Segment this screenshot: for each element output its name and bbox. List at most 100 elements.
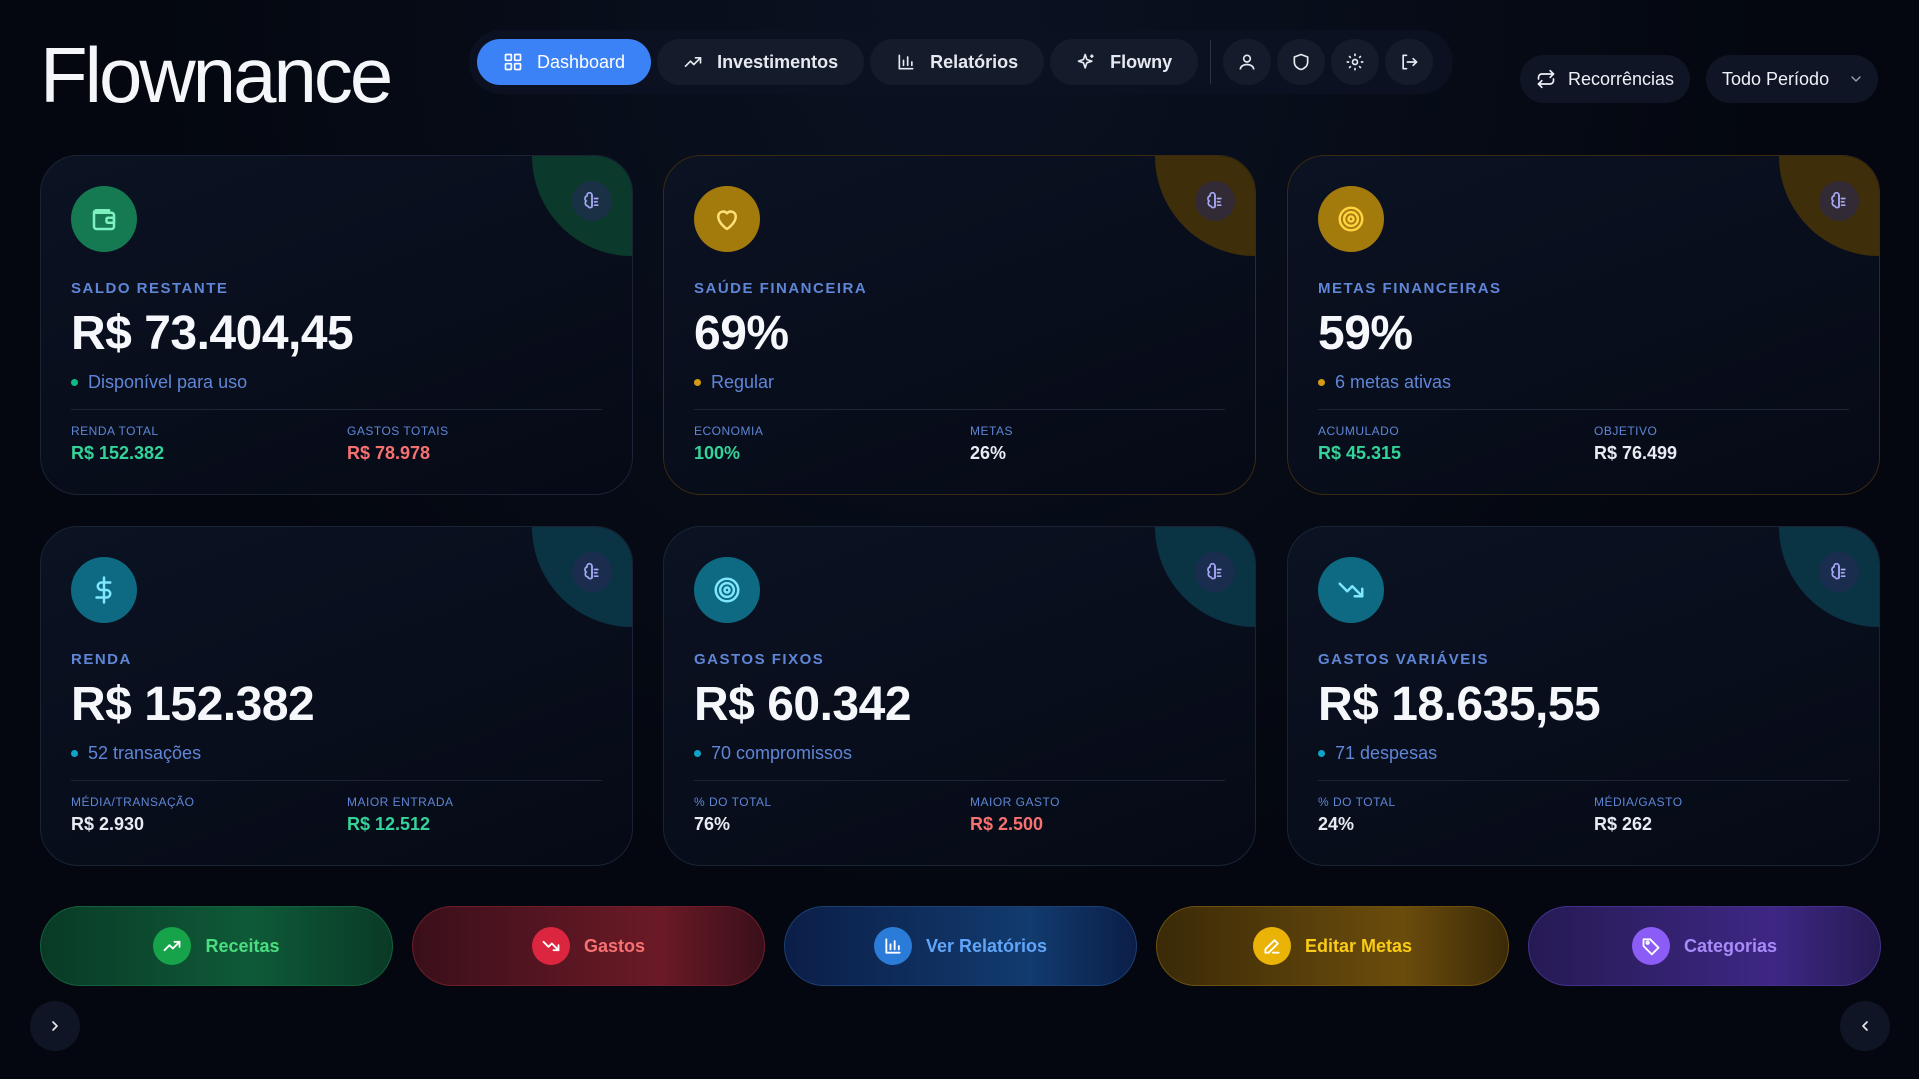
status-dot (694, 379, 701, 386)
card-stat: OBJETIVO R$ 76.499 (1594, 424, 1677, 464)
stat-label: ACUMULADO (1318, 424, 1400, 438)
card-subtitle: 52 transações (71, 743, 201, 764)
card-value: 69% (694, 307, 789, 360)
stat-label: GASTOS TOTAIS (347, 424, 449, 438)
trending-down-icon (531, 927, 570, 965)
brain-icon (582, 191, 602, 211)
security-button[interactable] (1277, 39, 1326, 85)
ver-relatorios-label: Ver Relatórios (925, 935, 1048, 956)
card-divider (1318, 409, 1849, 410)
nav-relatorios-label: Relatórios (930, 51, 1019, 72)
editar-metas-button[interactable]: Editar Metas (1156, 906, 1509, 986)
status-dot (1318, 750, 1325, 757)
ai-insight-button[interactable] (572, 181, 612, 221)
chevron-down-icon (1848, 71, 1864, 87)
stat-label: METAS (970, 424, 1013, 438)
stat-label: ECONOMIA (694, 424, 764, 438)
bar-chart-icon (896, 52, 916, 72)
nav-flowny-label: Flowny (1110, 51, 1173, 72)
card-icon (71, 186, 137, 252)
card-value: R$ 73.404,45 (71, 307, 354, 360)
stat-value: R$ 2.500 (970, 814, 1044, 834)
stat-value: R$ 78.978 (347, 443, 431, 463)
sparkles-icon (1076, 52, 1096, 72)
stat-value: R$ 262 (1594, 814, 1653, 834)
card-divider (1318, 780, 1849, 781)
ai-insight-button[interactable] (1819, 552, 1859, 592)
card-subtitle: Disponível para uso (71, 372, 247, 393)
chevron-right-icon (47, 1018, 63, 1034)
recorrencias-button[interactable]: Recorrências (1520, 55, 1691, 103)
card-stat: ACUMULADO R$ 45.315 (1318, 424, 1401, 464)
nav-flowny[interactable]: Flowny (1050, 39, 1199, 85)
nav-relatorios[interactable]: Relatórios (870, 39, 1045, 85)
expand-sidebar-button[interactable] (30, 1001, 80, 1051)
status-dot (694, 750, 701, 757)
card-stat: METAS 26% (970, 424, 1013, 464)
card-label: RENDA (71, 651, 132, 668)
card-gastos-variaveis: GASTOS VARIÁVEIS R$ 18.635,55 71 despesa… (1287, 526, 1880, 866)
card-icon (1318, 186, 1384, 252)
card-value: R$ 18.635,55 (1318, 678, 1601, 731)
nav-dashboard[interactable]: Dashboard (477, 39, 652, 85)
stat-label: OBJETIVO (1594, 424, 1658, 438)
card-stat: ECONOMIA 100% (694, 424, 763, 464)
repeat-icon (1536, 69, 1556, 89)
logout-icon (1399, 52, 1419, 72)
card-stat: % DO TOTAL 76% (694, 795, 772, 835)
card-icon (71, 557, 137, 623)
profile-button[interactable] (1223, 39, 1272, 85)
stat-value: 76% (694, 814, 731, 834)
brain-icon (1829, 562, 1849, 582)
ai-insight-button[interactable] (1195, 552, 1235, 592)
receitas-button[interactable]: Receitas (40, 906, 393, 986)
brain-icon (1829, 191, 1849, 211)
stat-value: R$ 12.512 (347, 814, 431, 834)
card-stat: GASTOS TOTAIS R$ 78.978 (347, 424, 449, 464)
stat-label: MAIOR GASTO (970, 795, 1060, 809)
card-divider (71, 780, 602, 781)
gastos-button[interactable]: Gastos (412, 906, 765, 986)
target-icon (712, 575, 742, 605)
card-label: METAS FINANCEIRAS (1318, 280, 1502, 297)
trending-down-icon (1336, 575, 1366, 605)
status-dot (71, 750, 78, 757)
card-divider (694, 409, 1225, 410)
card-stat: MÉDIA/GASTO R$ 262 (1594, 795, 1683, 835)
ai-insight-button[interactable] (1195, 181, 1235, 221)
brain-icon (1205, 562, 1225, 582)
card-label: SALDO RESTANTE (71, 280, 229, 297)
bar-chart-icon (873, 927, 912, 965)
card-label: GASTOS VARIÁVEIS (1318, 651, 1489, 668)
stat-label: MÉDIA/TRANSAÇÃO (71, 795, 195, 809)
receitas-label: Receitas (205, 935, 280, 956)
nav-investimentos[interactable]: Investimentos (657, 39, 865, 85)
card-stat: MÉDIA/TRANSAÇÃO R$ 2.930 (71, 795, 195, 835)
gastos-label: Gastos (583, 935, 646, 956)
logout-button[interactable] (1385, 39, 1434, 85)
collapse-panel-button[interactable] (1840, 1001, 1890, 1051)
ver-relatorios-button[interactable]: Ver Relatórios (784, 906, 1137, 986)
heart-icon (712, 204, 742, 234)
ai-insight-button[interactable] (572, 552, 612, 592)
chevron-left-icon (1857, 1018, 1873, 1034)
editar-metas-label: Editar Metas (1304, 935, 1413, 956)
card-value: R$ 60.342 (694, 678, 912, 731)
card-divider (71, 409, 602, 410)
card-value: 59% (1318, 307, 1413, 360)
tag-icon (1631, 927, 1670, 965)
card-subtitle: 6 metas ativas (1318, 372, 1451, 393)
pencil-icon (1252, 927, 1291, 965)
gear-icon (1345, 52, 1365, 72)
period-select[interactable]: Todo Período (1706, 55, 1878, 103)
grid-icon (503, 52, 523, 72)
trending-up-icon (683, 52, 703, 72)
stat-label: MÉDIA/GASTO (1594, 795, 1683, 809)
stat-value: R$ 152.382 (71, 443, 165, 463)
main-nav: Dashboard Investimentos Relatórios Flown… (469, 30, 1453, 94)
wallet-icon (89, 204, 119, 234)
stat-label: % DO TOTAL (694, 795, 772, 809)
ai-insight-button[interactable] (1819, 181, 1859, 221)
settings-button[interactable] (1331, 39, 1380, 85)
categorias-button[interactable]: Categorias (1528, 906, 1881, 986)
